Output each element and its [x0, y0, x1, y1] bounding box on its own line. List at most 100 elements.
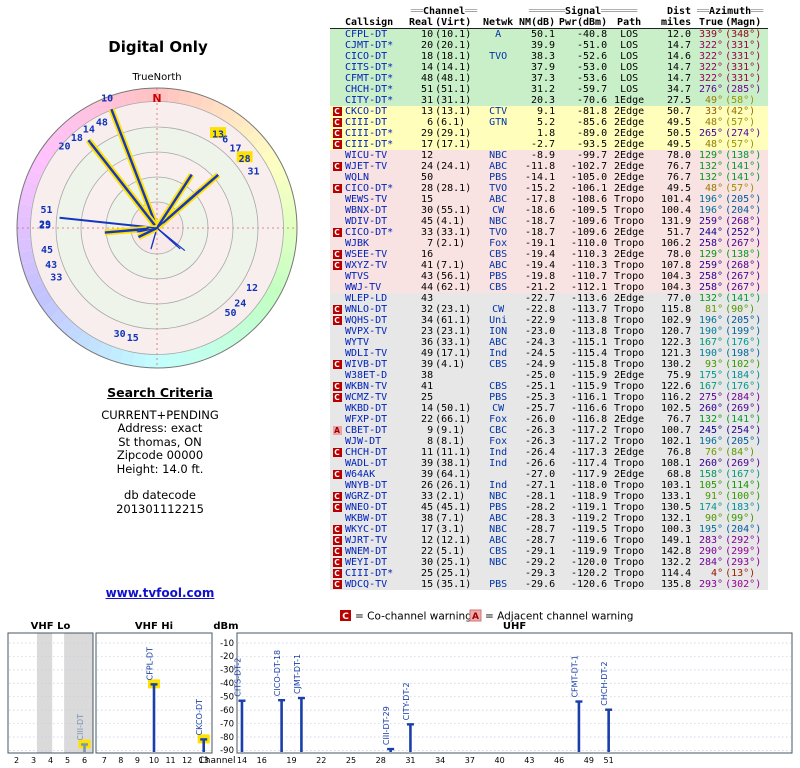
callsign-link[interactable]: WNLO-DT [345, 304, 388, 315]
callsign-link[interactable]: CHCH-DT* [345, 84, 394, 95]
callsign-link[interactable]: WKYC-DT [345, 524, 388, 535]
network [480, 139, 516, 150]
tvfool-link[interactable]: www.tvfool.com [105, 586, 215, 600]
distance-miles: 122.3 [660, 337, 692, 348]
callsign-link[interactable]: CIII-DT* [345, 139, 394, 150]
virtual-channel [434, 249, 480, 260]
azimuth-true: 339° [699, 29, 724, 40]
callsign-link[interactable]: WIVB-DT [345, 359, 388, 370]
col-netwk: Netwk [480, 17, 517, 29]
callsign-link[interactable]: WLEP-LD [345, 293, 388, 304]
warning-cell [330, 348, 344, 359]
callsign-link[interactable]: WKBW-DT [345, 513, 388, 524]
callsign-link[interactable]: CICO-DT* [345, 227, 394, 238]
channel-tick: 3 [31, 756, 36, 765]
callsign-link[interactable]: CICO-DT [345, 51, 388, 62]
warning-cell [330, 326, 344, 337]
callsign-link[interactable]: WJW-DT [345, 436, 382, 447]
signal-path: Tropo [614, 513, 645, 524]
callsign-link[interactable]: CICO-DT* [345, 183, 394, 194]
power-dbm: -117.3 [570, 447, 608, 458]
callsign-link[interactable]: WNYB-DT [345, 480, 388, 491]
callsign-link[interactable]: WJET-TV [345, 161, 388, 172]
table-row: WYTV 36 (33.1) ABC -24.3 -115.1 Tropo 122.3 167°… [330, 337, 769, 348]
callsign-link[interactable]: WEWS-TV [345, 194, 388, 205]
callsign-link[interactable]: WWJ-TV [345, 282, 382, 293]
callsign-link[interactable]: W38ET-D [345, 370, 388, 381]
dbm-tick: -20 [220, 652, 234, 662]
azimuth-true: 167° [699, 381, 724, 392]
virtual-channel: (17.1) [435, 348, 472, 359]
callsign-link[interactable]: WYTV [345, 337, 370, 348]
channel-tick: 9 [135, 756, 140, 765]
callsign-link[interactable]: CITS-DT* [345, 62, 394, 73]
callsign-link[interactable]: CIII-DT* [345, 128, 394, 139]
network: Ind [489, 348, 508, 359]
azimuth-true: 260° [699, 458, 724, 469]
callsign-link[interactable]: CFPL-DT [345, 29, 388, 40]
real-channel: 7 [427, 238, 434, 249]
callsign-link[interactable]: WFXP-DT [345, 414, 388, 425]
azimuth-magnetic: (141°) [725, 161, 762, 172]
channel-label: 18 [71, 133, 83, 144]
callsign-link[interactable]: WBNX-DT [345, 205, 388, 216]
callsign-link[interactable]: W64AK [345, 469, 376, 480]
distance-miles: 75.9 [667, 370, 692, 381]
callsign-link[interactable]: WDIV-DT [345, 216, 388, 227]
callsign-link[interactable]: WKBD-DT [345, 403, 388, 414]
callsign-link[interactable]: CBET-DT [345, 425, 388, 436]
callsign-link[interactable]: WGRZ-DT [345, 491, 388, 502]
azimuth-magnetic: (299°) [725, 546, 762, 557]
callsign-link[interactable]: WXYZ-TV [345, 260, 388, 271]
callsign-link[interactable]: WJRT-TV [345, 535, 388, 546]
distance-miles: 132.2 [660, 557, 692, 568]
distance-miles: 114.4 [660, 568, 692, 579]
power-dbm: -119.1 [570, 502, 608, 513]
callsign-link[interactable]: CIII-DT [345, 117, 388, 128]
callsign-link[interactable]: WKBN-TV [345, 381, 388, 392]
callsign-link[interactable]: CHCH-DT [345, 447, 388, 458]
co-channel-marker: C [332, 250, 342, 259]
table-row: C WQHS-DT 34 (61.1) Uni -22.9 -113.8 Tropo 102.9… [330, 315, 769, 326]
dist-group-header: Dist [667, 6, 692, 17]
callsign-link[interactable]: WSEE-TV [345, 249, 388, 260]
table-row: WWJ-TV 44 (62.1) CBS -21.2 -112.1 Tropo 104.3 25… [330, 282, 769, 293]
callsign-link[interactable]: CIII-DT* [345, 568, 394, 579]
table-row: C WDCQ-TV 15 (35.1) PBS -29.6 -120.6 Tropo 135.8… [330, 579, 769, 590]
callsign-link[interactable]: WCMZ-TV [345, 392, 388, 403]
callsign-link[interactable]: WQHS-DT [345, 315, 388, 326]
channel-tick: 14 [237, 756, 247, 765]
callsign-link[interactable]: WNEO-DT [345, 502, 388, 513]
network [480, 84, 516, 95]
callsign-link[interactable]: CITY-DT* [345, 95, 394, 106]
callsign-link[interactable]: WDCQ-TV [345, 579, 388, 590]
azimuth-magnetic: (57°) [725, 183, 756, 194]
callsign-link[interactable]: WEYI-DT [345, 557, 388, 568]
callsign-link[interactable]: WADL-DT [345, 458, 388, 469]
azimuth-true: 105° [699, 480, 724, 491]
callsign-link[interactable]: CFMT-DT* [345, 73, 394, 84]
virtual-channel: (24.1) [435, 161, 472, 172]
azimuth-magnetic: (331°) [725, 73, 762, 84]
network: A [495, 29, 502, 40]
signal-path: Tropo [614, 260, 645, 271]
callsign-link[interactable]: CKCO-DT [345, 106, 388, 117]
callsign-link[interactable]: WVPX-TV [345, 326, 388, 337]
virtual-channel [434, 370, 480, 381]
table-row: WEWS-TV 15 ABC -17.8 -108.6 Tropo 101.4 196° (20… [330, 194, 769, 205]
callsign-link[interactable]: WQLN [345, 172, 370, 183]
table-row: C CIII-DT* 17 (17.1) -2.7 -93.5 2Edge 49.5 48° (5… [330, 139, 769, 150]
callsign-link[interactable]: WJBK [345, 238, 370, 249]
callsign-link[interactable]: WICU-TV [345, 150, 388, 161]
callsign-link[interactable]: WTVS [345, 271, 370, 282]
virtual-channel: (48.1) [435, 73, 472, 84]
warning-cell [330, 436, 344, 447]
network: TVO [489, 227, 508, 238]
callsign-link[interactable]: WNEM-DT [345, 546, 388, 557]
noise-margin: -18.7 [524, 227, 556, 238]
signal-path: Tropo [614, 326, 645, 337]
power-dbm: -118.9 [570, 491, 608, 502]
db-datecode-label: db datecode [124, 488, 196, 502]
callsign-link[interactable]: WDLI-TV [345, 348, 388, 359]
callsign-link[interactable]: CJMT-DT* [345, 40, 394, 51]
